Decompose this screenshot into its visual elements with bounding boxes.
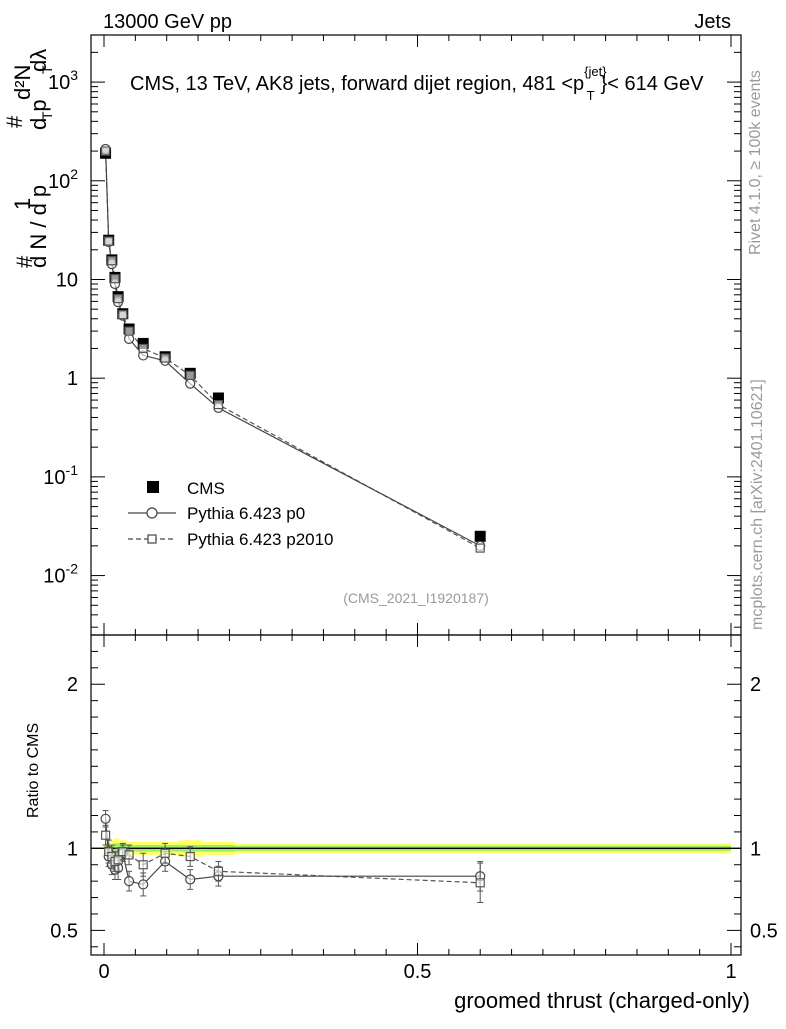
ratio-point-p2010 <box>213 866 224 876</box>
legend-label-p0: Pythia 6.423 p0 <box>187 504 305 523</box>
header-left: 13000 GeV pp <box>103 11 232 33</box>
ratio-point-p2010 <box>475 878 485 888</box>
ylabel-T1: T <box>39 111 55 120</box>
x-tick-label: 0.5 <box>404 961 432 983</box>
ratio-point-p2010 <box>138 860 148 870</box>
chart-title-sub: T <box>587 88 595 103</box>
point-p2010 <box>118 310 128 320</box>
y-tick-label-main: 10-2 <box>43 561 78 588</box>
point-cms <box>212 392 224 404</box>
legend: CMS Pythia 6.423 p0 Pythia 6.423 p2010 <box>128 479 334 549</box>
point-p2010 <box>475 543 485 553</box>
ratio-point-p0 <box>185 874 196 885</box>
y-tick-label-ratio-right: 1 <box>750 838 761 860</box>
ylabel-dN: d N / d p <box>26 185 51 268</box>
chart-title-end: }< 614 GeV <box>601 73 705 95</box>
legend-label-p2010: Pythia 6.423 p2010 <box>187 530 334 549</box>
ratio-ylabel: Ratio to CMS <box>25 723 42 818</box>
y-tick-label-main: 103 <box>48 67 78 94</box>
point-p2010 <box>213 399 224 410</box>
x-axis-label: groomed thrust (charged-only) <box>454 988 750 1013</box>
ratio-point-p2010 <box>160 848 170 858</box>
legend-label-cms: CMS <box>187 479 225 498</box>
axis-ticks-layer: 0 0.5 1 10-2 10-1 1 10 102 103 0.5 0.5 1 1 2 2 <box>43 34 778 983</box>
ratio-point-p2010 <box>100 830 111 840</box>
ratio-point-p0 <box>138 879 149 890</box>
y-tick-label-ratio: 2 <box>67 674 78 696</box>
y-tick-label-ratio-right: 2 <box>750 674 761 696</box>
ratio-panel-frame <box>90 634 742 956</box>
point-p0 <box>185 378 196 389</box>
point-p2010 <box>160 353 170 363</box>
point-p2010 <box>185 370 195 380</box>
point-p2010 <box>124 326 134 336</box>
ylabel-dp: d p <box>26 99 51 130</box>
y-tick-label-main: 10-1 <box>43 462 78 489</box>
ratio-point-p2010 <box>185 851 195 862</box>
side-note-mcplots: mcplots.cern.ch [arXiv:2401.10621] <box>749 379 766 630</box>
legend-marker-p2010 <box>147 534 157 544</box>
ylabel-hash-2: # <box>2 115 27 128</box>
ylabel-hash-1: # <box>12 255 37 268</box>
point-p2010 <box>113 294 123 304</box>
point-p2010 <box>138 343 148 354</box>
point-p2010 <box>100 146 111 156</box>
legend-marker-cms <box>147 481 159 493</box>
x-tick-label: 0 <box>98 961 109 983</box>
chart-title-sup: {jet} <box>584 64 607 79</box>
y-tick-label-ratio: 1 <box>67 838 78 860</box>
y-tick-label-ratio: 0.5 <box>50 920 78 942</box>
point-cms <box>474 530 486 542</box>
x-tick-label: 1 <box>725 961 736 983</box>
ratio-point-p2010 <box>124 850 134 860</box>
point-p2010 <box>104 236 114 246</box>
ylabel-d2N: d²N <box>10 65 35 100</box>
ratio-point-p0 <box>100 813 111 824</box>
chart-title-main: CMS, 13 TeV, AK8 jets, forward dijet reg… <box>130 73 584 95</box>
y-tick-label-main: 102 <box>48 166 78 193</box>
ylabel-one: 1 <box>10 198 35 210</box>
point-cms <box>137 337 149 349</box>
y-axis-label: # 1 d N / d p T # d²N d p T dλ <box>2 49 55 268</box>
ylabel-dl: dλ <box>26 49 51 72</box>
ratio-point-p0 <box>123 876 135 887</box>
y-tick-label-main: 10 <box>56 269 78 291</box>
side-note-rivet: Rivet 4.1.0, ≥ 100k events <box>747 70 764 255</box>
point-p2010 <box>110 274 120 284</box>
y-tick-label-ratio-right: 0.5 <box>750 920 778 942</box>
series-line-p2010 <box>105 151 481 549</box>
header-right: Jets <box>694 11 731 33</box>
chart-title: CMS, 13 TeV, AK8 jets, forward dijet reg… <box>130 64 704 103</box>
analysis-watermark: (CMS_2021_I1920187) <box>343 590 489 606</box>
series-line-p0 <box>105 148 481 547</box>
ylabel-T2: T <box>39 65 55 74</box>
point-p0 <box>123 333 135 345</box>
series-layer <box>100 143 486 903</box>
legend-marker-p0 <box>146 507 158 519</box>
point-p2010 <box>107 256 117 266</box>
y-tick-label-main: 1 <box>67 368 78 390</box>
